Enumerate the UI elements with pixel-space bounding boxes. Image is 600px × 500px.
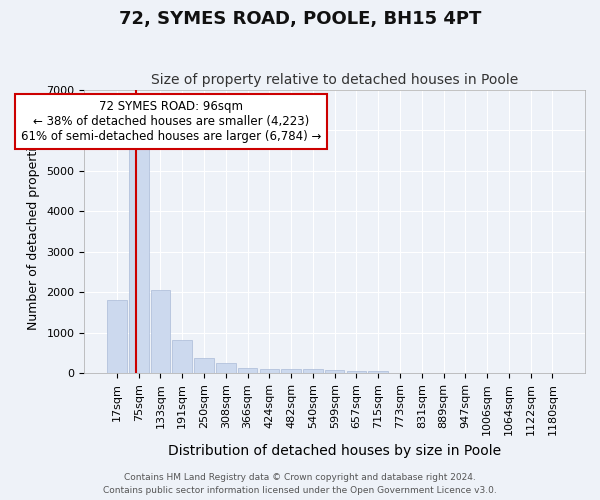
Bar <box>129 140 149 374</box>
Bar <box>281 370 301 374</box>
Text: 72, SYMES ROAD, POOLE, BH15 4PT: 72, SYMES ROAD, POOLE, BH15 4PT <box>119 10 481 28</box>
Bar <box>172 340 192 374</box>
Title: Size of property relative to detached houses in Poole: Size of property relative to detached ho… <box>151 73 518 87</box>
Bar <box>347 370 366 374</box>
Bar <box>325 370 344 374</box>
Bar <box>216 364 236 374</box>
Text: Contains HM Land Registry data © Crown copyright and database right 2024.
Contai: Contains HM Land Registry data © Crown c… <box>103 474 497 495</box>
Bar <box>368 371 388 374</box>
Y-axis label: Number of detached properties: Number of detached properties <box>26 133 40 330</box>
Bar <box>194 358 214 374</box>
X-axis label: Distribution of detached houses by size in Poole: Distribution of detached houses by size … <box>168 444 501 458</box>
Bar <box>151 290 170 374</box>
Bar <box>238 368 257 374</box>
Bar <box>303 370 323 374</box>
Text: 72 SYMES ROAD: 96sqm
← 38% of detached houses are smaller (4,223)
61% of semi-de: 72 SYMES ROAD: 96sqm ← 38% of detached h… <box>21 100 322 142</box>
Bar <box>260 369 279 374</box>
Bar <box>107 300 127 374</box>
